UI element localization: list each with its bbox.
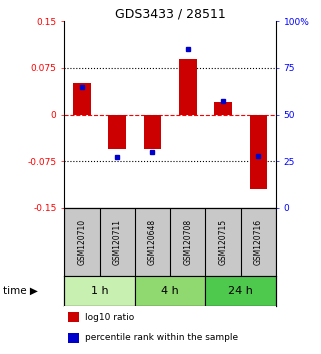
Text: 1 h: 1 h [91,286,108,296]
Bar [108,115,126,149]
Bar [179,58,196,115]
Bar [249,115,267,189]
Bar [73,84,91,115]
Text: GSM120715: GSM120715 [219,219,228,265]
Text: time ▶: time ▶ [3,286,38,296]
Text: GSM120716: GSM120716 [254,219,263,265]
Bar [135,276,205,306]
Bar [205,276,276,306]
Text: GSM120711: GSM120711 [113,219,122,265]
Text: GSM120710: GSM120710 [77,219,86,265]
Text: percentile rank within the sample: percentile rank within the sample [85,333,239,342]
Bar [64,276,135,306]
Text: GSM120708: GSM120708 [183,219,192,265]
Text: 4 h: 4 h [161,286,179,296]
Title: GDS3433 / 28511: GDS3433 / 28511 [115,7,226,20]
Text: 24 h: 24 h [228,286,253,296]
Bar [143,115,161,149]
Text: GSM120648: GSM120648 [148,219,157,265]
Bar [68,312,79,322]
Bar [68,333,79,343]
Text: log10 ratio: log10 ratio [85,313,134,322]
Bar [214,102,232,115]
